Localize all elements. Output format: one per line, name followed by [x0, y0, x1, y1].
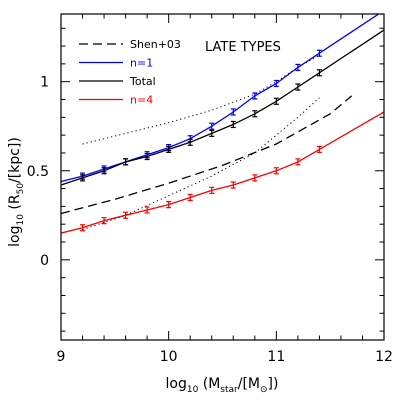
- error-bar-total: [101, 167, 107, 175]
- error-bar-total: [144, 152, 150, 161]
- error-bar-total: [187, 138, 193, 146]
- error-bar-n-4: [230, 181, 236, 189]
- error-bar-total: [166, 145, 172, 153]
- series-line-n-1: [61, 14, 380, 183]
- error-bar-total: [295, 83, 301, 91]
- y-tick-label: 0.5: [27, 164, 49, 180]
- x-axis-title: log10 (Mstar/[M⊙]): [166, 376, 279, 395]
- error-bar-n-4: [187, 193, 193, 202]
- y-tick-label: 1: [40, 75, 49, 91]
- series-line-dotted-4: [82, 54, 320, 145]
- error-bar-n-4: [252, 174, 258, 182]
- error-bar-n-1: [209, 122, 215, 130]
- x-tick-label: 9: [57, 349, 66, 365]
- legend-item-n-1: n=1: [79, 57, 153, 70]
- x-tick-label: 11: [267, 349, 285, 365]
- legend: Shen+03 n=1 Total n=4: [79, 38, 181, 107]
- error-bar-n-1: [230, 108, 236, 116]
- x-tick-label: 12: [375, 349, 393, 365]
- series-layer: [61, 14, 384, 234]
- error-bar-n-4: [101, 217, 107, 225]
- error-bar-n-4: [209, 186, 215, 194]
- ticks-layer: 9 10 11 12 0 0.5 1: [27, 14, 393, 365]
- error-bar-total: [123, 158, 129, 166]
- error-bar-total: [230, 120, 236, 129]
- error-bar-n-4: [273, 167, 279, 175]
- annotation-late-types: LATE TYPES: [205, 40, 281, 55]
- legend-label: n=1: [130, 57, 153, 70]
- error-bar-n-1: [252, 92, 258, 100]
- legend-item-n-4: n=4: [79, 94, 153, 107]
- error-bar-total: [316, 69, 322, 77]
- error-bar-n-4: [123, 211, 129, 219]
- y-tick-label: 0: [40, 253, 49, 269]
- legend-label: n=4: [130, 94, 153, 107]
- error-bar-total: [80, 174, 86, 182]
- y-axis-title: log10 (R50/[kpc]): [7, 137, 26, 247]
- legend-label: Total: [129, 75, 156, 88]
- x-tick-label: 10: [160, 349, 178, 365]
- series-line-n-4: [61, 111, 384, 234]
- error-bar-n-4: [316, 145, 322, 153]
- series-line-shen-03: [61, 95, 353, 215]
- error-bar-total: [252, 110, 258, 118]
- error-bar-n-1: [316, 49, 322, 57]
- error-bar-n-4: [295, 158, 301, 166]
- plot-frame: [60, 13, 385, 341]
- series-line-total: [61, 29, 384, 186]
- error-bar-n-1: [295, 63, 301, 72]
- legend-item-total: Total: [79, 75, 156, 88]
- error-bar-total: [209, 129, 215, 137]
- error-bar-n-4: [80, 224, 86, 232]
- series-line-dotted-5: [82, 97, 320, 231]
- error-bar-total: [273, 97, 279, 105]
- error-bar-n-4: [166, 201, 172, 209]
- error-bar-n-4: [144, 206, 150, 214]
- legend-item-shen-03: Shen+03: [79, 38, 181, 51]
- legend-label: Shen+03: [130, 38, 181, 51]
